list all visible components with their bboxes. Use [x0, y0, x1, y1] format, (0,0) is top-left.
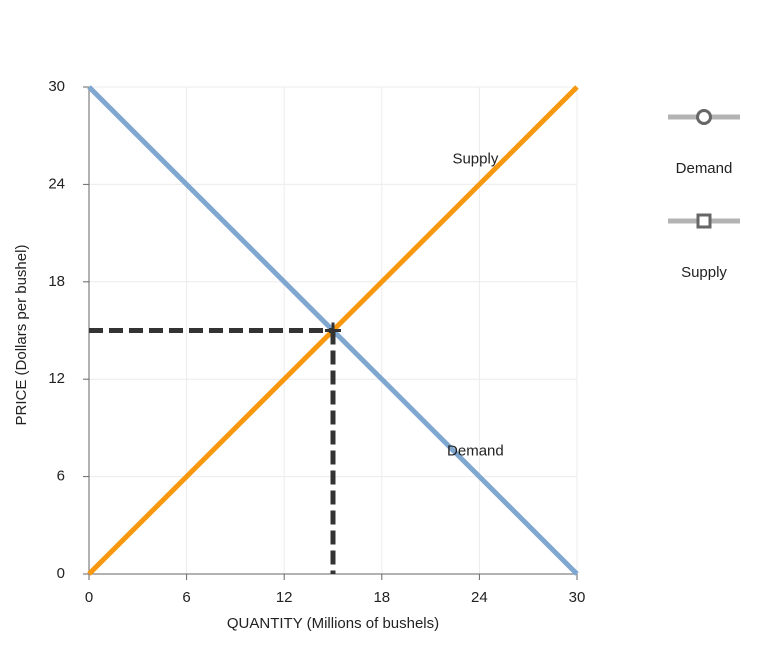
- x-axis-label: QUANTITY (Millions of bushels): [227, 615, 439, 632]
- x-tick-label: 6: [182, 589, 190, 606]
- legend-label: Demand: [676, 160, 733, 177]
- x-tick-label: 30: [569, 589, 586, 606]
- x-tick-label: 24: [471, 589, 488, 606]
- y-tick-label: 24: [48, 175, 65, 192]
- line-label: Supply: [452, 150, 498, 167]
- legend-marker: [696, 109, 712, 125]
- y-tick-label: 18: [48, 273, 65, 290]
- y-tick-label: 0: [57, 565, 65, 582]
- x-tick-label: 12: [276, 589, 293, 606]
- line-label: Demand: [447, 443, 504, 460]
- legend-marker: [696, 213, 712, 229]
- y-tick-label: 30: [48, 78, 65, 95]
- equilibrium-point: [325, 322, 341, 339]
- y-tick-label: 6: [57, 468, 65, 485]
- x-tick-label: 18: [373, 589, 390, 606]
- x-tick-label: 0: [85, 589, 93, 606]
- y-axis-label: PRICE (Dollars per bushel): [13, 245, 30, 426]
- legend-label: Supply: [681, 264, 727, 281]
- y-tick-label: 12: [48, 370, 65, 387]
